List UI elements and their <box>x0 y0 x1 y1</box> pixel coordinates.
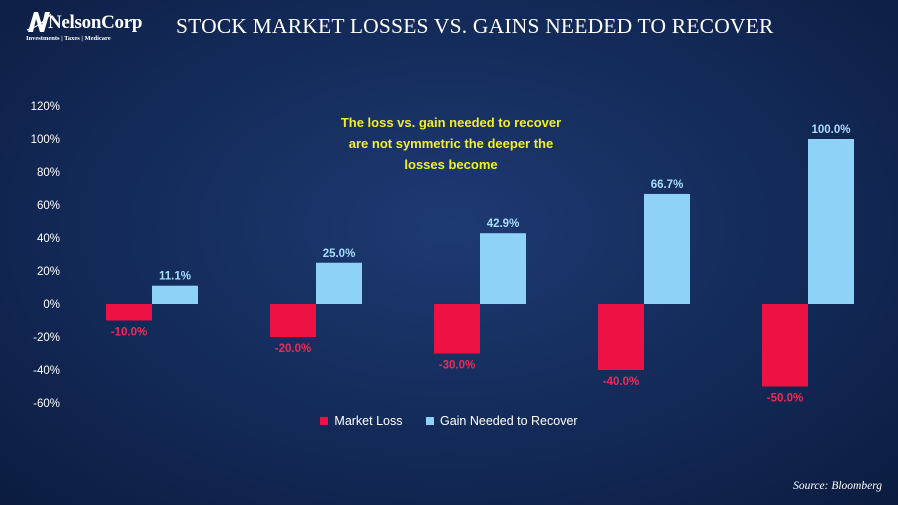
market-loss-bar <box>434 304 480 354</box>
legend-label-gain: Gain Needed to Recover <box>439 414 578 428</box>
legend-item-gain: Gain Needed to Recover <box>425 414 578 428</box>
y-axis-ticks: 120% 100% 80% 60% 40% 20% 0% -20% -40% -60% <box>31 101 60 410</box>
logo-tagline: Investments | Taxes | Medicare <box>26 35 111 42</box>
market-loss-label: -40.0% <box>603 376 639 388</box>
logo-name: NelsonCorp <box>48 12 143 33</box>
market-loss-bar <box>598 304 644 370</box>
market-loss-bar <box>270 304 316 337</box>
gain-needed-label: 11.1% <box>159 271 191 283</box>
company-logo: NelsonCorp Investments | Taxes | Medicar… <box>22 10 142 46</box>
gain-needed-bar <box>152 285 198 304</box>
market-loss-bar <box>762 304 808 387</box>
gain-needed-bar <box>808 139 854 304</box>
market-loss-label: -10.0% <box>111 327 147 339</box>
bars <box>106 139 854 387</box>
gain-needed-bar <box>644 193 690 304</box>
y-tick-label: -40% <box>33 365 60 377</box>
data-labels: -10.0% 11.1% -20.0% 25.0% -30.0% 42.9% -40.0% 6… <box>111 124 851 405</box>
gain-needed-label: 42.9% <box>487 218 520 230</box>
gain-needed-label: 66.7% <box>651 179 684 191</box>
legend-swatch-loss <box>320 417 329 425</box>
y-tick-label: 60% <box>37 200 60 212</box>
y-tick-label: -20% <box>33 332 60 344</box>
y-tick-label: 0% <box>43 299 60 311</box>
market-loss-label: -50.0% <box>767 393 803 405</box>
legend-item-market-loss: Market Loss <box>320 414 403 428</box>
legend-label-loss: Market Loss <box>334 414 403 428</box>
gain-needed-bar <box>480 233 526 304</box>
market-loss-bar <box>106 304 152 321</box>
gain-needed-bar <box>316 262 362 304</box>
y-tick-label: 40% <box>37 233 60 245</box>
market-loss-label: -30.0% <box>439 360 475 372</box>
y-tick-label: 120% <box>31 101 60 113</box>
y-tick-label: -60% <box>33 398 60 410</box>
gain-needed-label: 25.0% <box>323 248 356 260</box>
y-tick-label: 20% <box>37 266 60 278</box>
legend-swatch-gain <box>425 417 434 425</box>
market-loss-label: -20.0% <box>275 343 311 355</box>
legend: Market Loss Gain Needed to Recover <box>0 414 898 428</box>
source-note: Source: Bloomberg <box>793 480 882 492</box>
annotation-text: The loss vs. gain needed to recover are … <box>340 115 562 172</box>
gain-needed-label: 100.0% <box>811 124 850 136</box>
y-tick-label: 100% <box>31 134 60 146</box>
logo-n-icon <box>26 12 52 32</box>
y-tick-label: 80% <box>37 167 60 179</box>
chart-title: STOCK MARKET LOSSES VS. GAINS NEEDED TO … <box>176 14 774 38</box>
